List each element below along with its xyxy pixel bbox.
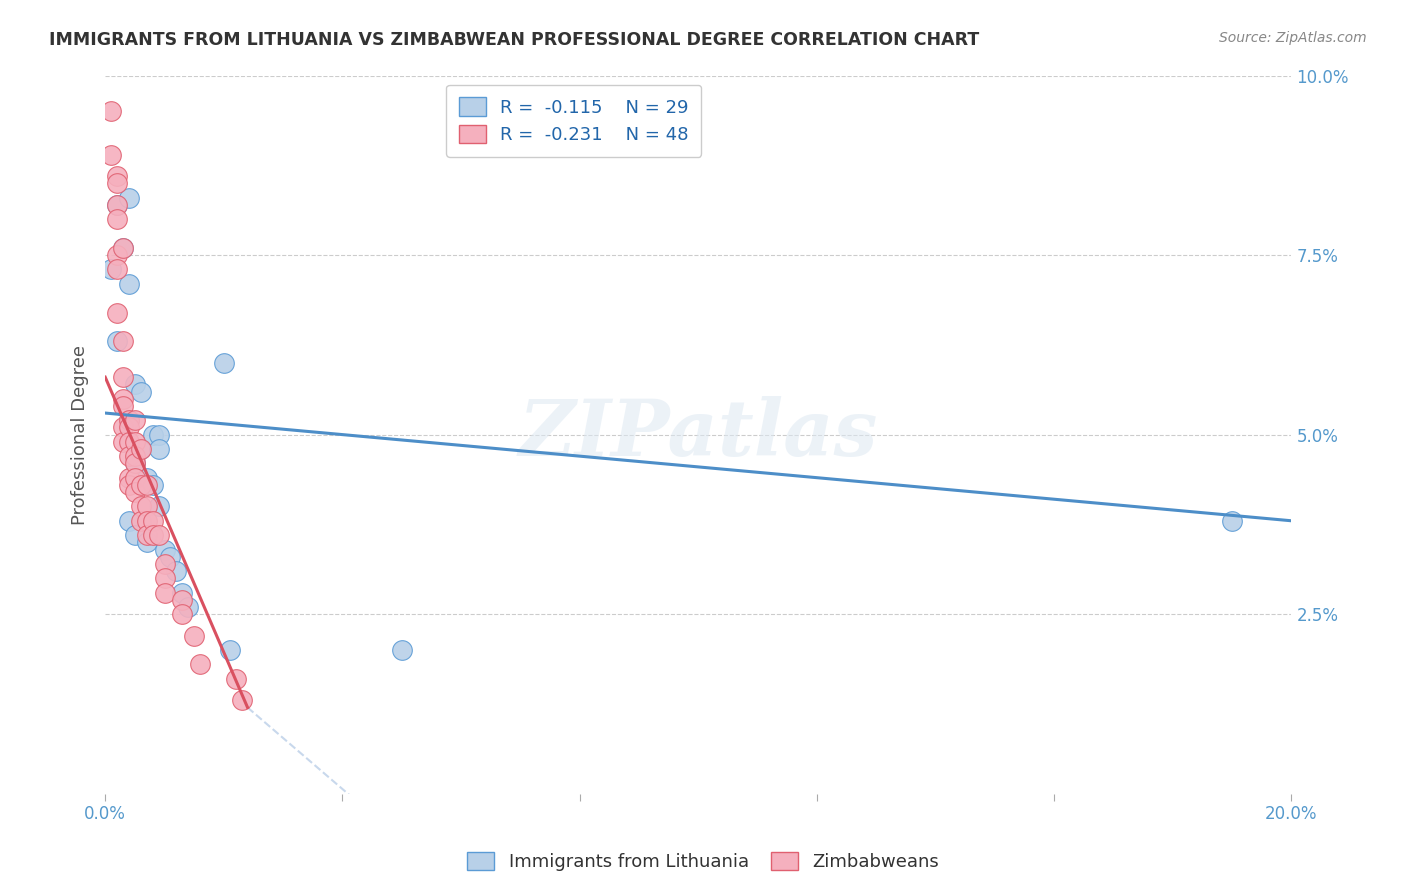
Point (148, 442, 170, 456)
Point (153, 557, 176, 571)
Point (148, 427, 170, 442)
Point (135, 528, 157, 542)
Point (1220, 514, 1243, 528)
Point (124, 528, 146, 542)
Point (105, 198, 128, 212)
Text: Source: ZipAtlas.com: Source: ZipAtlas.com (1219, 31, 1367, 45)
Point (124, 485, 146, 500)
Point (111, 399, 134, 413)
Point (124, 377, 146, 392)
Point (159, 549, 181, 564)
Point (135, 500, 157, 514)
Point (142, 514, 165, 528)
Point (135, 478, 157, 492)
Point (111, 434, 134, 449)
Point (118, 413, 141, 427)
Point (118, 277, 141, 291)
Point (391, 643, 413, 657)
Point (129, 478, 152, 492)
Point (105, 198, 128, 212)
Point (129, 384, 152, 399)
Point (124, 456, 146, 470)
Point (105, 212, 128, 227)
Point (172, 585, 194, 599)
Point (153, 571, 176, 585)
Point (135, 514, 157, 528)
Text: ZIPatlas: ZIPatlas (519, 396, 877, 473)
Point (177, 599, 200, 614)
Point (118, 434, 141, 449)
Point (118, 413, 141, 427)
Point (118, 514, 141, 528)
Point (111, 420, 134, 434)
Point (111, 241, 134, 255)
Point (105, 305, 128, 319)
Point (129, 500, 152, 514)
Point (231, 693, 253, 707)
Point (129, 514, 152, 528)
Point (165, 564, 187, 578)
Point (124, 434, 146, 449)
Point (153, 585, 176, 599)
Point (124, 413, 146, 427)
Point (129, 442, 152, 456)
Text: IMMIGRANTS FROM LITHUANIA VS ZIMBABWEAN PROFESSIONAL DEGREE CORRELATION CHART: IMMIGRANTS FROM LITHUANIA VS ZIMBABWEAN … (49, 31, 980, 49)
Point (142, 427, 165, 442)
Point (111, 370, 134, 384)
Point (172, 607, 194, 621)
Point (188, 657, 211, 672)
Point (105, 248, 128, 262)
Legend: R =  -0.115    N = 29, R =  -0.231    N = 48: R = -0.115 N = 29, R = -0.231 N = 48 (446, 85, 702, 157)
Legend: Immigrants from Lithuania, Zimbabweans: Immigrants from Lithuania, Zimbabweans (460, 845, 946, 879)
Point (148, 528, 170, 542)
Point (118, 471, 141, 485)
Point (212, 356, 235, 370)
Point (100, 147, 122, 161)
Point (153, 542, 176, 557)
Point (225, 672, 247, 686)
Point (142, 478, 165, 492)
Point (118, 449, 141, 463)
Point (124, 449, 146, 463)
Point (105, 262, 128, 277)
Point (124, 471, 146, 485)
Point (183, 629, 205, 643)
Point (105, 169, 128, 183)
Point (118, 478, 141, 492)
Point (111, 392, 134, 406)
Point (142, 528, 165, 542)
Point (172, 592, 194, 607)
Point (105, 176, 128, 190)
Point (118, 420, 141, 434)
Point (111, 241, 134, 255)
Point (105, 334, 128, 349)
Point (118, 191, 141, 205)
Point (111, 334, 134, 349)
Point (129, 442, 152, 456)
Point (218, 643, 240, 657)
Point (135, 535, 157, 549)
Point (100, 262, 122, 277)
Point (148, 500, 170, 514)
Y-axis label: Professional Degree: Professional Degree (72, 344, 89, 524)
Point (124, 456, 146, 470)
Point (135, 471, 157, 485)
Point (100, 104, 122, 119)
